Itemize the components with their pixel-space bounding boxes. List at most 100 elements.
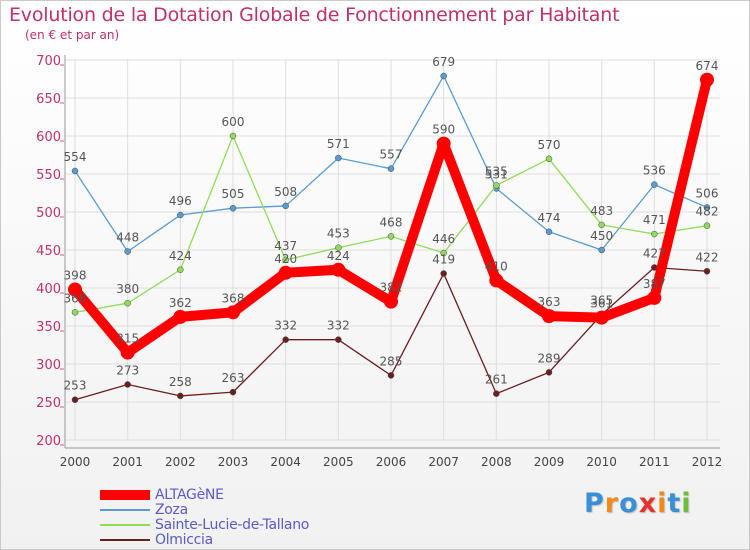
data-point — [594, 310, 609, 325]
data-point — [493, 182, 500, 189]
x-tick-label: 2011 — [639, 455, 670, 469]
x-tick-label: 2010 — [586, 455, 617, 469]
data-point — [177, 392, 184, 400]
data-point — [387, 165, 395, 172]
data-point — [440, 72, 447, 80]
data-label: 468 — [380, 215, 403, 229]
data-label: 332 — [274, 319, 297, 333]
data-label: 474 — [538, 211, 561, 225]
data-point — [387, 372, 395, 379]
logo-letter: r — [604, 488, 620, 519]
y-tick-label: 650 — [36, 92, 61, 107]
data-point — [651, 181, 658, 188]
logo-letter: P — [584, 488, 605, 519]
data-point — [700, 72, 714, 87]
x-tick-label: 2000 — [60, 455, 91, 469]
logo-letter: i — [681, 488, 692, 519]
data-label: 273 — [116, 364, 139, 378]
data-label: 362 — [169, 296, 192, 310]
data-label: 482 — [696, 205, 719, 219]
data-point — [71, 167, 79, 175]
legend-label-olmiccia: Olmiccia — [155, 532, 213, 548]
data-point — [598, 221, 605, 229]
data-point — [229, 204, 237, 212]
data-label: 506 — [696, 186, 719, 200]
data-label: 382 — [380, 281, 403, 295]
y-tick-label: 250 — [36, 396, 61, 411]
data-point — [545, 155, 553, 163]
data-label: 674 — [696, 59, 719, 73]
data-point — [124, 248, 131, 255]
data-point — [278, 265, 293, 280]
data-point — [226, 305, 240, 320]
x-tick-label: 2007 — [428, 455, 459, 469]
legend-swatch-olmiccia — [100, 539, 150, 541]
data-label: 368 — [222, 291, 245, 305]
legend-swatch-altagene — [100, 490, 150, 500]
data-label: 410 — [485, 259, 508, 273]
x-tick-label: 2006 — [376, 455, 407, 469]
data-label: 285 — [380, 354, 403, 368]
data-label: 448 — [116, 231, 139, 245]
data-point — [545, 228, 553, 236]
data-label: 398 — [64, 269, 87, 283]
data-point — [384, 294, 398, 309]
y-tick-label: 550 — [36, 168, 61, 183]
data-label: 446 — [432, 232, 455, 246]
data-label: 571 — [327, 137, 350, 151]
data-point — [703, 222, 711, 229]
x-tick-label: 2009 — [534, 455, 565, 469]
data-point — [177, 266, 184, 274]
data-point — [229, 388, 237, 396]
data-label: 437 — [274, 239, 297, 253]
data-point — [545, 369, 553, 376]
data-label: 258 — [169, 375, 192, 389]
data-label: 422 — [696, 250, 719, 264]
data-point — [71, 309, 79, 316]
chart-title: Evolution de la Dotation Globale de Fonc… — [9, 4, 620, 26]
data-point — [703, 268, 711, 275]
data-point — [71, 396, 79, 403]
data-label: 453 — [327, 227, 350, 241]
data-point — [282, 202, 289, 210]
data-point — [436, 136, 451, 151]
data-label: 253 — [64, 379, 87, 393]
data-point — [120, 345, 135, 360]
data-point — [335, 244, 342, 251]
data-label: 424 — [327, 249, 350, 263]
data-label: 590 — [432, 123, 455, 137]
data-label: 424 — [169, 249, 192, 263]
data-label: 508 — [274, 185, 297, 199]
data-label: 554 — [64, 150, 87, 164]
data-label: 505 — [222, 187, 245, 201]
data-label: 557 — [380, 148, 403, 162]
logo-letter: t — [667, 488, 682, 519]
data-label: 261 — [485, 373, 508, 387]
data-point — [124, 299, 131, 307]
logo-letter: x — [638, 488, 658, 519]
legend-label-altagene: ALTAGèNE — [155, 487, 224, 503]
data-point — [68, 282, 82, 297]
x-tick-label: 2002 — [165, 455, 196, 469]
legend-label-sainte-lucie: Sainte-Lucie-de-Tallano — [155, 517, 310, 533]
chart-subtitle: (en € et par an) — [25, 28, 120, 42]
data-label: 365 — [590, 294, 613, 308]
data-label: 483 — [590, 204, 613, 218]
data-label: 536 — [643, 164, 666, 178]
x-tick-label: 2012 — [692, 455, 723, 469]
data-label: 471 — [643, 213, 666, 227]
data-point — [493, 390, 500, 397]
data-point — [703, 204, 711, 211]
data-label: 496 — [169, 194, 192, 208]
data-label: 427 — [643, 246, 666, 260]
x-tick-label: 2008 — [481, 455, 512, 469]
data-label: 600 — [222, 115, 245, 129]
data-label: 361 — [590, 297, 613, 311]
data-label: 420 — [274, 252, 297, 266]
logo-letter: o — [619, 488, 639, 519]
data-point — [440, 249, 447, 257]
data-point — [440, 270, 447, 277]
data-label: 387 — [643, 277, 666, 291]
